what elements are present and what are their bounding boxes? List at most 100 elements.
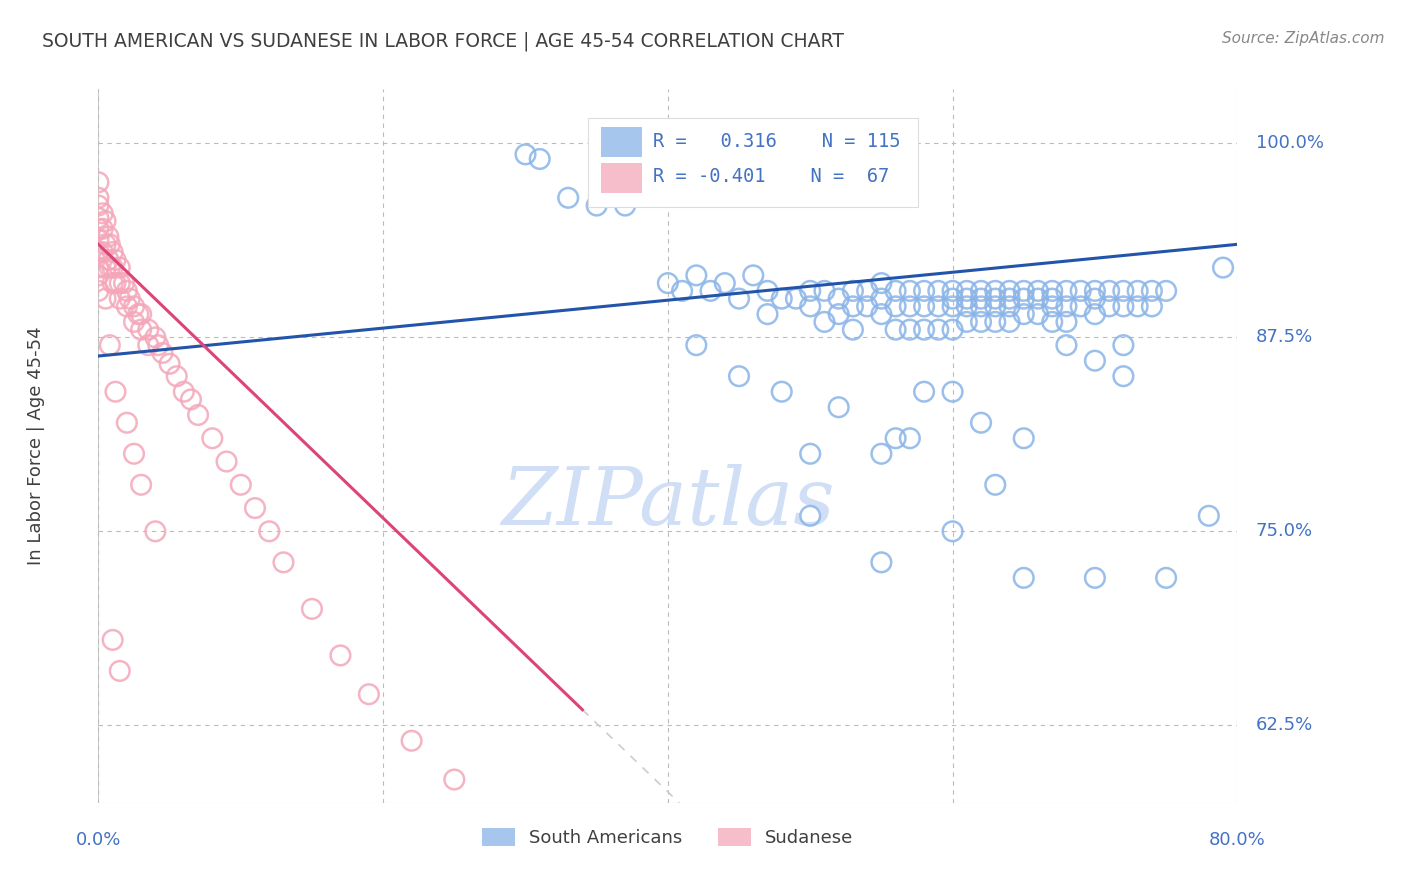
Point	[1084, 307, 1107, 321]
Point	[756, 284, 779, 298]
Point	[799, 299, 821, 313]
Point	[842, 299, 865, 313]
Point	[152, 346, 174, 360]
Point	[870, 307, 893, 321]
Point	[1098, 284, 1121, 298]
Point	[180, 392, 202, 407]
FancyBboxPatch shape	[588, 118, 918, 207]
Text: 87.5%: 87.5%	[1256, 328, 1313, 346]
Point	[1040, 292, 1063, 306]
Point	[898, 323, 921, 337]
Point	[1154, 284, 1177, 298]
Point	[956, 315, 979, 329]
Point	[742, 268, 765, 283]
Point	[956, 284, 979, 298]
Point	[1084, 292, 1107, 306]
Point	[1126, 299, 1149, 313]
Point	[628, 152, 651, 166]
Point	[87, 175, 110, 189]
Point	[870, 447, 893, 461]
Point	[1040, 299, 1063, 313]
Legend: South Americans, Sudanese: South Americans, Sudanese	[475, 821, 860, 855]
Point	[187, 408, 209, 422]
Point	[685, 338, 707, 352]
FancyBboxPatch shape	[600, 127, 641, 157]
Point	[1012, 292, 1035, 306]
Point	[87, 211, 110, 225]
Point	[671, 284, 693, 298]
Point	[856, 299, 879, 313]
Point	[108, 292, 131, 306]
Point	[998, 299, 1021, 313]
Point	[273, 555, 295, 569]
Point	[115, 416, 138, 430]
Point	[94, 292, 117, 306]
Point	[87, 260, 110, 275]
Point	[87, 198, 110, 212]
Point	[98, 237, 121, 252]
Point	[108, 260, 131, 275]
Point	[1084, 571, 1107, 585]
Point	[870, 276, 893, 290]
Point	[529, 152, 551, 166]
Point	[1012, 431, 1035, 445]
Point	[129, 323, 152, 337]
Point	[728, 292, 751, 306]
Point	[870, 292, 893, 306]
Point	[112, 276, 135, 290]
Point	[259, 524, 281, 539]
Point	[1040, 284, 1063, 298]
Point	[970, 292, 993, 306]
Point	[1140, 299, 1163, 313]
Point	[101, 632, 124, 647]
Point	[785, 292, 807, 306]
Point	[122, 447, 145, 461]
Point	[912, 299, 935, 313]
Point	[98, 338, 121, 352]
Point	[898, 431, 921, 445]
Point	[1198, 508, 1220, 523]
Point	[898, 299, 921, 313]
Point	[1026, 292, 1049, 306]
Point	[201, 431, 224, 445]
Point	[898, 284, 921, 298]
Point	[301, 602, 323, 616]
Point	[1154, 571, 1177, 585]
Point	[357, 687, 380, 701]
Point	[912, 384, 935, 399]
Text: 80.0%: 80.0%	[1209, 830, 1265, 848]
Point	[145, 524, 167, 539]
Point	[215, 454, 238, 468]
Point	[129, 477, 152, 491]
Point	[443, 772, 465, 787]
Point	[1112, 284, 1135, 298]
Text: R =   0.316    N = 115: R = 0.316 N = 115	[652, 132, 901, 151]
Point	[828, 307, 851, 321]
Point	[870, 555, 893, 569]
Point	[942, 384, 965, 399]
Text: R = -0.401    N =  67: R = -0.401 N = 67	[652, 168, 889, 186]
Point	[1026, 307, 1049, 321]
Point	[770, 384, 793, 399]
Point	[799, 508, 821, 523]
Point	[942, 284, 965, 298]
Point	[91, 206, 114, 220]
Point	[912, 323, 935, 337]
Point	[942, 323, 965, 337]
Point	[998, 315, 1021, 329]
Text: 62.5%: 62.5%	[1256, 716, 1313, 734]
Point	[1012, 307, 1035, 321]
Point	[970, 315, 993, 329]
Point	[657, 276, 679, 290]
Point	[104, 252, 127, 267]
Text: 100.0%: 100.0%	[1256, 135, 1324, 153]
FancyBboxPatch shape	[600, 162, 641, 193]
Point	[166, 369, 188, 384]
Point	[101, 245, 124, 260]
Point	[770, 292, 793, 306]
Text: SOUTH AMERICAN VS SUDANESE IN LABOR FORCE | AGE 45-54 CORRELATION CHART: SOUTH AMERICAN VS SUDANESE IN LABOR FORC…	[42, 31, 844, 51]
Point	[97, 229, 120, 244]
Point	[927, 323, 949, 337]
Point	[145, 330, 167, 344]
Point	[87, 245, 110, 260]
